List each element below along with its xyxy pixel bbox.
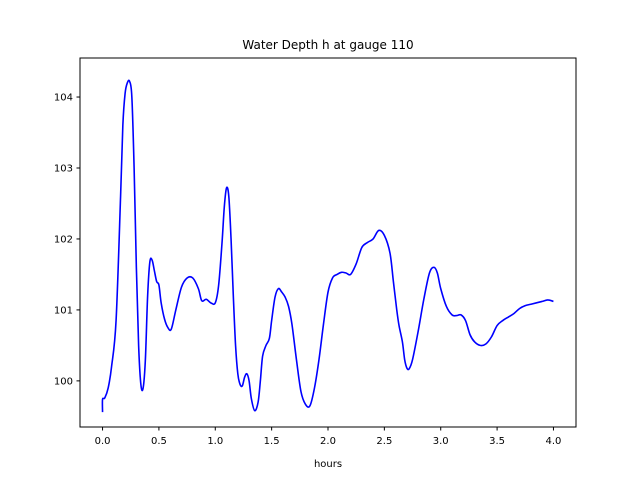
x-tick-label: 3.5 bbox=[489, 436, 505, 447]
x-tick-label: 2.5 bbox=[376, 436, 392, 447]
series-layer bbox=[101, 79, 554, 413]
y-tick-label: 102 bbox=[54, 234, 73, 245]
series-line bbox=[101, 79, 554, 413]
x-axis-label: hours bbox=[314, 459, 342, 470]
plot-frame bbox=[79, 57, 577, 428]
y-tick-label: 103 bbox=[54, 163, 73, 174]
x-tick-label: 4.0 bbox=[546, 436, 562, 447]
y-tick-label: 100 bbox=[54, 376, 73, 387]
plot-area bbox=[80, 58, 576, 427]
x-tick-label: 0.5 bbox=[151, 436, 167, 447]
x-tick-label: 2.0 bbox=[320, 436, 336, 447]
x-tick-label: 1.0 bbox=[207, 436, 223, 447]
x-tick-label: 3.0 bbox=[433, 436, 449, 447]
chart-title: Water Depth h at gauge 110 bbox=[242, 38, 413, 52]
y-tick-label: 101 bbox=[54, 305, 73, 316]
x-tick-label: 1.5 bbox=[264, 436, 280, 447]
x-axis-ticks: 0.0 0.5 1.0 1.5 2.0 2.5 3.0 3.5 4.0 bbox=[95, 427, 562, 447]
y-tick-label: 104 bbox=[54, 93, 73, 104]
x-tick-label: 0.0 bbox=[95, 436, 111, 447]
y-axis-ticks: 100 101 102 103 104 bbox=[54, 93, 80, 387]
